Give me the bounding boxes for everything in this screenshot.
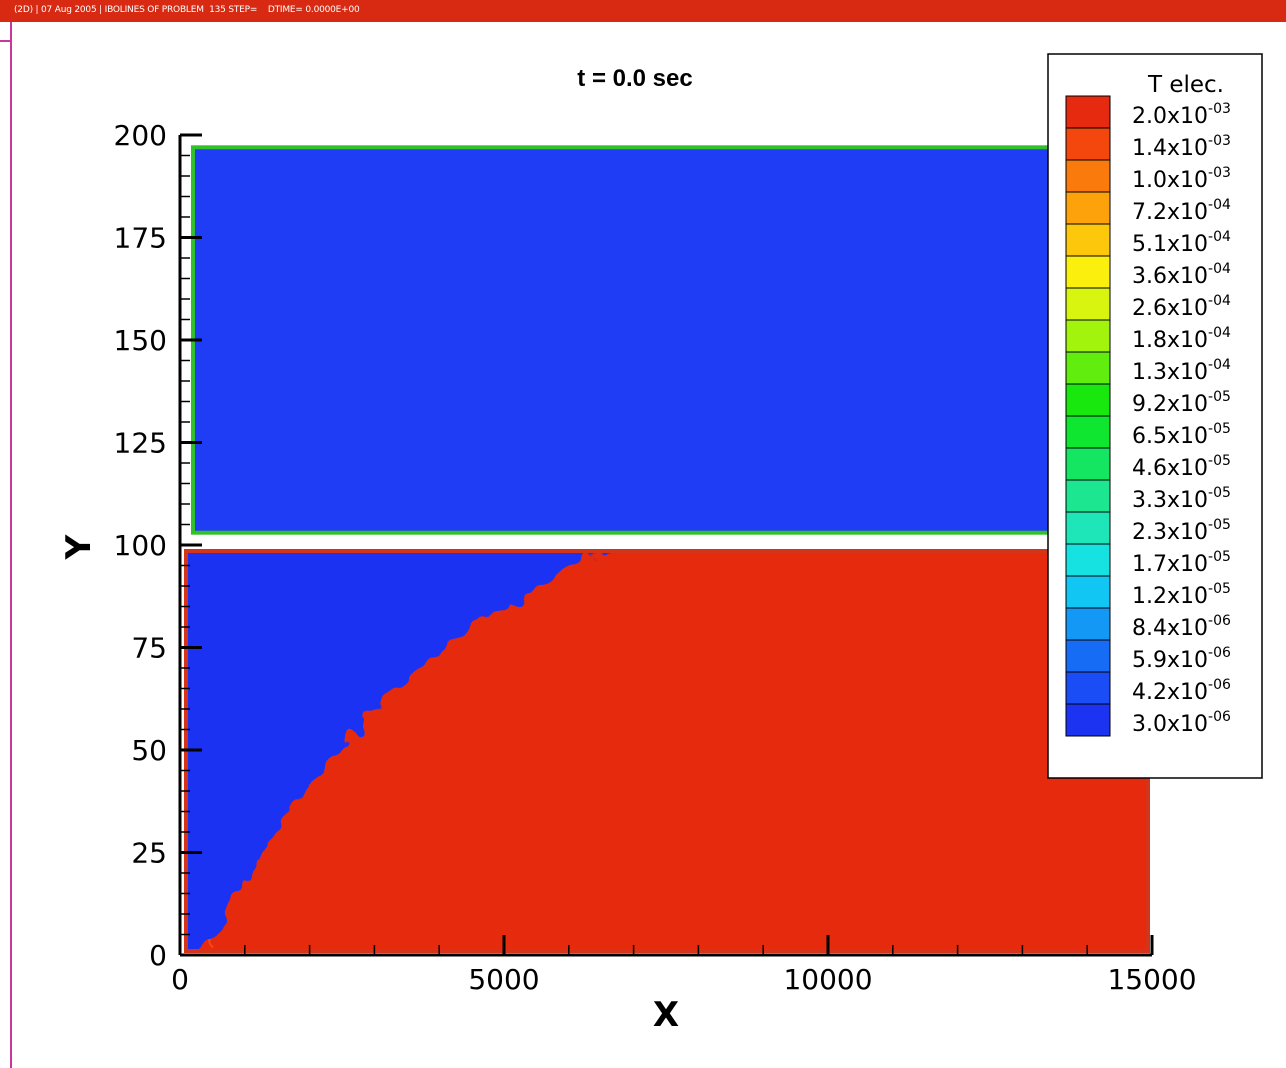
y-tick-label: 0 <box>149 939 167 972</box>
legend-swatch <box>1065 639 1111 673</box>
y-axis-label: Y <box>59 534 99 560</box>
legend-level-label: 5.1x10-04 <box>1132 229 1231 257</box>
legend-level-label: 2.6x10-04 <box>1132 293 1231 321</box>
legend-swatch <box>1065 479 1111 513</box>
y-tick-label: 25 <box>131 837 167 870</box>
y-tick-label: 50 <box>131 734 167 767</box>
legend-level-label: 7.2x10-04 <box>1132 197 1231 225</box>
legend-swatch <box>1065 703 1111 737</box>
legend-swatch <box>1065 511 1111 545</box>
legend-swatch <box>1065 383 1111 417</box>
legend-swatch <box>1065 607 1111 641</box>
lower-region-contours <box>186 551 1148 951</box>
legend-level-label: 1.0x10-03 <box>1132 165 1231 193</box>
y-tick-label: 200 <box>114 119 167 152</box>
legend-swatch <box>1065 223 1111 257</box>
legend-level-label: 4.6x10-05 <box>1132 453 1231 481</box>
y-tick-label: 150 <box>114 324 167 357</box>
legend-level-label: 1.7x10-05 <box>1132 549 1231 577</box>
x-tick-label: 0 <box>171 963 189 996</box>
legend-level-label: 3.3x10-05 <box>1132 485 1231 513</box>
legend-swatch <box>1065 159 1111 193</box>
legend-level-label: 1.4x10-03 <box>1132 133 1231 161</box>
x-tick-label: 10000 <box>783 963 872 996</box>
contour-band <box>186 551 1148 951</box>
legend-level-label: 6.5x10-05 <box>1132 421 1231 449</box>
legend-swatch <box>1065 415 1111 449</box>
legend-title: T elec. <box>1147 72 1224 98</box>
legend-swatch <box>1065 351 1111 385</box>
legend-swatch <box>1065 95 1111 129</box>
x-tick-label: 15000 <box>1107 963 1196 996</box>
legend-level-label: 2.3x10-05 <box>1132 517 1231 545</box>
legend-level-label: 1.8x10-04 <box>1132 325 1231 353</box>
legend-swatch <box>1065 543 1111 577</box>
legend-level-label: 1.3x10-04 <box>1132 357 1231 385</box>
legend-swatch <box>1065 191 1111 225</box>
legend-swatch <box>1065 671 1111 705</box>
axes: 0 5000 10000 15000 0 25 50 75 100 125 150 175 200 <box>114 119 1197 996</box>
x-axis-label: X <box>653 995 679 1035</box>
legend-swatch <box>1065 575 1111 609</box>
legend-level-label: 2.0x10-03 <box>1132 101 1231 129</box>
y-tick-label: 100 <box>114 529 167 562</box>
legend-level-label: 4.2x10-06 <box>1132 677 1231 705</box>
legend-level-label: 3.0x10-06 <box>1132 709 1231 737</box>
window-title-bar: (2D) | 07 Aug 2005 | IBOLINES OF PROBLEM… <box>0 0 1286 22</box>
left-border-tick <box>0 40 10 42</box>
x-tick-label: 5000 <box>468 963 539 996</box>
y-tick-label: 125 <box>114 427 167 460</box>
legend-swatch <box>1065 319 1111 353</box>
chart-title: t = 0.0 sec <box>577 65 692 92</box>
legend-swatch <box>1065 447 1111 481</box>
legend: T elec. 2.0x10-03 1.4x10-03 1.0x10-03 7.2x1… <box>1047 53 1263 779</box>
left-border-line <box>10 22 12 1068</box>
legend-level-label: 3.6x10-04 <box>1132 261 1231 289</box>
upper-region-fill <box>190 145 1154 535</box>
legend-swatch <box>1065 287 1111 321</box>
legend-swatch <box>1065 127 1111 161</box>
y-tick-label: 75 <box>131 632 167 665</box>
legend-swatch <box>1065 255 1111 289</box>
legend-level-label: 9.2x10-05 <box>1132 389 1231 417</box>
legend-level-label: 1.2x10-05 <box>1132 581 1231 609</box>
y-tick-label: 175 <box>114 222 167 255</box>
window-title-text: (2D) | 07 Aug 2005 | IBOLINES OF PROBLEM… <box>14 5 360 15</box>
legend-level-label: 5.9x10-06 <box>1132 645 1231 673</box>
legend-level-label: 8.4x10-06 <box>1132 613 1231 641</box>
